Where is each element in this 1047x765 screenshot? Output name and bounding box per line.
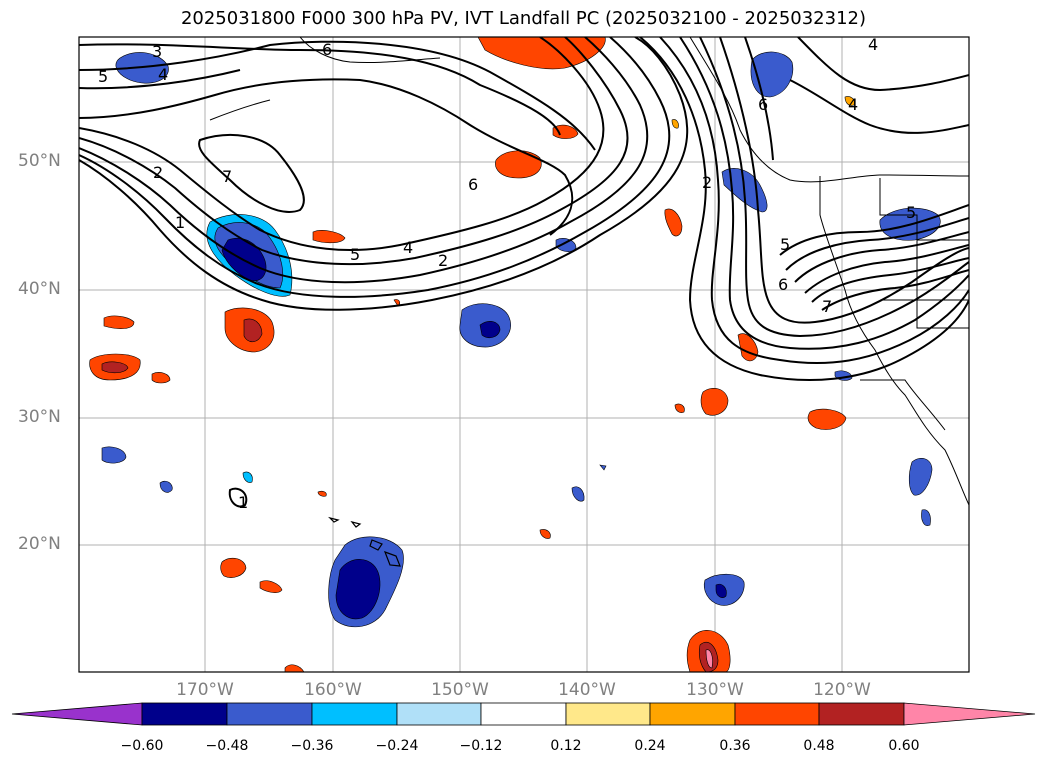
lon-label-130w: 130°W (686, 680, 744, 700)
contour-label: 4 (158, 65, 168, 84)
contour-label: 6 (778, 275, 788, 294)
contour-label: 1 (238, 493, 248, 512)
contour-label: 2 (702, 173, 712, 192)
map-area (79, 37, 969, 672)
colorbar-tick: 0.48 (803, 738, 835, 754)
map-title: 2025031800 F000 300 hPa PV, IVT Landfall… (180, 8, 867, 29)
contour-label: 4 (848, 95, 858, 114)
contour-label: 5 (350, 245, 360, 264)
lat-label-20n: 20°N (18, 534, 61, 554)
lon-label-140w: 140°W (558, 680, 616, 700)
colorbar-segment (226, 702, 313, 726)
contour-label: 6 (758, 95, 768, 114)
lat-label-50n: 50°N (18, 151, 61, 171)
colorbar-segment (141, 702, 228, 726)
contour-label: 6 (322, 40, 332, 59)
colorbar-segment (480, 702, 567, 726)
colorbar-tick: 0.24 (634, 738, 666, 754)
lon-label-120w: 120°W (813, 680, 871, 700)
contour-label: 6 (468, 175, 478, 194)
colorbar-extend-low (11, 702, 143, 726)
coastlines (209, 37, 969, 506)
contour-label: 2 (438, 251, 448, 270)
contour-label: 7 (822, 297, 832, 316)
colorbar-tick: 0.60 (888, 738, 920, 754)
contour-label: 5 (780, 235, 790, 254)
lat-label-30n: 30°N (18, 407, 61, 427)
map-frame (78, 36, 970, 673)
colorbar-segment (396, 702, 482, 726)
contour-label: 5 (906, 203, 916, 222)
colorbar-tick: −0.12 (459, 738, 503, 754)
pos-blob-north-pacific (495, 150, 542, 179)
colorbar-segment (818, 702, 905, 726)
colorbar-tick: −0.48 (205, 738, 249, 754)
contour-label: 7 (222, 167, 232, 186)
colorbar-tick: −0.60 (120, 738, 164, 754)
lon-label-160w: 160°W (304, 680, 362, 700)
contour-label: 2 (153, 163, 163, 182)
colorbar-segment (649, 702, 736, 726)
colorbar-segment (311, 702, 398, 726)
colorbar-extend-high (903, 702, 1036, 726)
contour-label: 4 (868, 35, 878, 54)
colorbar-segment (565, 702, 651, 726)
colorbar-tick: 0.12 (550, 738, 582, 754)
hawaii-islands (328, 516, 401, 567)
contour-label: 5 (98, 67, 108, 86)
neg-blob-alaska (750, 51, 794, 98)
contour-label: 1 (175, 213, 185, 232)
colorbar-tick: −0.36 (290, 738, 334, 754)
contour-label: 3 (152, 42, 162, 61)
lon-label-150w: 150°W (431, 680, 489, 700)
pv-contours (79, 37, 969, 508)
neg-blob-baja (908, 457, 933, 496)
lat-label-40n: 40°N (18, 279, 61, 299)
positive-pv-areas (89, 37, 855, 672)
contour-labels: 3 4 5 6 7 2 1 6 4 5 4 2 6 2 5 6 7 5 4 1 (98, 35, 916, 512)
colorbar (11, 702, 1036, 726)
contour-label: 4 (403, 238, 413, 257)
pos-blob-east-pacific-30n (700, 387, 729, 416)
colorbar-tick: −0.24 (375, 738, 419, 754)
lon-label-170w: 170°W (176, 680, 234, 700)
colorbar-tick: 0.36 (719, 738, 751, 754)
colorbar-segment (734, 702, 820, 726)
